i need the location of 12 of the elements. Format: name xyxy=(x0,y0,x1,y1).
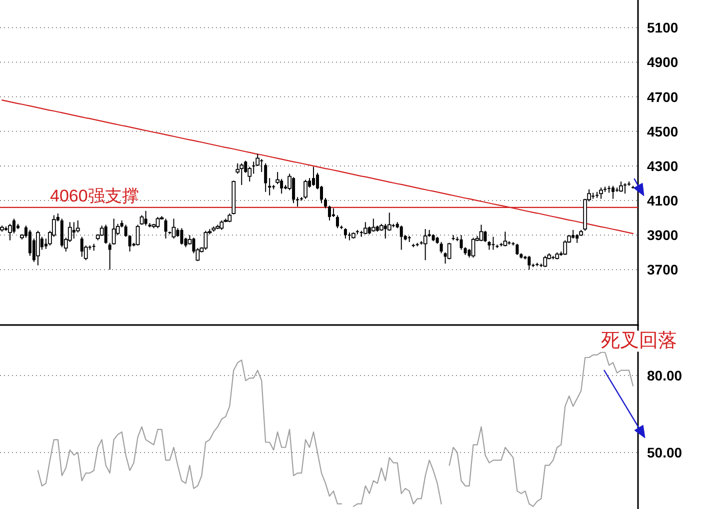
y-tick-label: 80.00 xyxy=(647,367,682,384)
ref-line-label: 4060强支撑 xyxy=(50,186,139,206)
y-tick-label: 3900 xyxy=(647,227,678,244)
y-tick-label: 4100 xyxy=(647,192,678,209)
annotation: 死叉回落 xyxy=(601,330,677,352)
y-tick-label: 4900 xyxy=(647,54,678,70)
y-tick-label: 4300 xyxy=(647,158,678,174)
y-tick-label: 5100 xyxy=(647,20,678,36)
y-tick-label: 4500 xyxy=(647,123,678,140)
y-tick-label: 50.00 xyxy=(647,444,682,461)
y-tick-label: 4700 xyxy=(647,88,678,105)
y-tick-label: 3700 xyxy=(647,262,678,278)
